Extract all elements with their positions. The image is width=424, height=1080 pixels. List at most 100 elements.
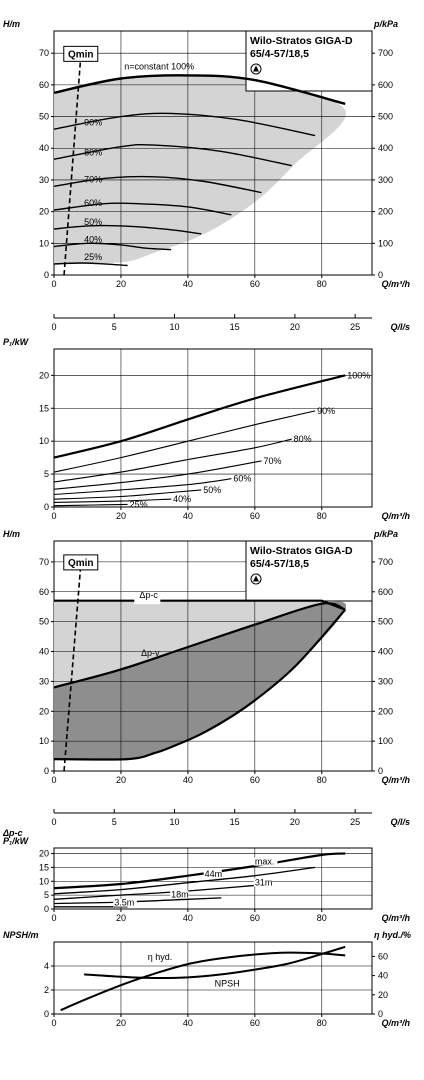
hq-speed-y2-axis-label: p/kPa <box>373 19 398 29</box>
power-speed-curve-3 <box>53 460 262 490</box>
power-control-curve-label-bg <box>113 898 137 907</box>
hq-control-y-axis-label: H/m <box>3 529 20 539</box>
npsh-eff-y-tick-label: 0 <box>44 1009 49 1019</box>
hq-speed-y-tick-label: 30 <box>39 175 49 185</box>
hq-speed-operating-envelope <box>54 75 346 264</box>
power-speed-y-axis-label: P₁/kW <box>3 337 30 347</box>
power-speed-y-tick-label: 15 <box>39 403 49 413</box>
power-speed-curve-label: 50% <box>203 485 221 495</box>
npsh-eff-y2-tick-label: 40 <box>378 971 388 981</box>
power-control-y-tick-label: 15 <box>39 862 49 872</box>
hq-speed-y-tick-label: 10 <box>39 238 49 248</box>
hq-speed-curve-label: 90% <box>84 117 102 127</box>
power-speed-x-tick-label: 80 <box>317 511 327 521</box>
ls-axis-2-tick-label: 10 <box>169 817 179 827</box>
hq-control-title: Wilo-Stratos GIGA-D <box>250 545 353 557</box>
hq-speed-curve-4 <box>53 202 232 216</box>
power-control-x-tick-label: 40 <box>183 913 193 923</box>
npsh-eff-y2-tick-label: 60 <box>378 951 388 961</box>
hq-speed-x-tick-label: 20 <box>116 279 126 289</box>
power-control-x-tick-label: 60 <box>250 913 260 923</box>
hq-speed-title-box <box>245 30 373 92</box>
hq-control-dpc-label: Δp-c <box>139 590 158 600</box>
hq-speed-curve-1 <box>53 112 316 137</box>
hq-speed-curve-3 <box>53 175 262 194</box>
ls-axis-2-tick-label: 5 <box>112 817 117 827</box>
power-control-x-tick-label: 0 <box>51 913 56 923</box>
ls-axis-1-tick-label: 15 <box>230 322 240 332</box>
ls-axis-1-axis-label: Q/l/s <box>390 322 410 332</box>
power-speed-curve-label: 25% <box>130 499 148 509</box>
hq-speed-curve-6 <box>53 242 172 251</box>
hq-speed-y-tick-label: 40 <box>39 143 49 153</box>
hq-speed-curve-label: 60% <box>84 198 102 208</box>
npsh-eff-y-axis-label: NPSH/m <box>3 930 39 940</box>
hq-control-subtitle: 65/4-57/18,5 <box>250 558 309 570</box>
hq-speed-y2-tick-label: 0 <box>378 270 383 280</box>
hq-control-y2-tick-label: 500 <box>378 617 393 627</box>
hq-control-x-tick-label: 0 <box>51 775 56 785</box>
hq-speed-curve-label: 80% <box>84 148 102 158</box>
power-speed-x-axis-label: Q/m³/h <box>382 511 411 521</box>
power-control-curve-0 <box>53 852 346 890</box>
hq-control-x-tick-label: 20 <box>116 775 126 785</box>
hq-speed-curve-label: 40% <box>84 235 102 245</box>
hq-speed-curve-2 <box>53 143 292 167</box>
hq-control-y2-tick-label: 300 <box>378 676 393 686</box>
hq-speed-rotation-arrow-icon <box>253 65 259 72</box>
hq-speed-y2-tick-label: 500 <box>378 112 393 122</box>
npsh-eff-y2-tick-label: 0 <box>378 1009 383 1019</box>
power-control-y-axis-label: P₁/kW <box>3 836 30 846</box>
power-speed-plot-frame <box>53 348 373 508</box>
hq-control-y-tick-label: 20 <box>39 706 49 716</box>
power-speed-curve-2 <box>53 438 292 483</box>
hq-speed-qmin-box <box>63 45 99 62</box>
power-speed-curve-label: 90% <box>317 406 335 416</box>
hq-speed-curve-label: 50% <box>84 217 102 227</box>
hq-control-y2-tick-label: 400 <box>378 647 393 657</box>
hq-control-rotation-arrow-icon <box>253 575 259 582</box>
hq-speed-subtitle: 65/4-57/18,5 <box>250 48 309 60</box>
npsh-eff-npsh-label: NPSH <box>215 978 240 988</box>
hq-speed-chart: 0 20 40 60 800102030405060700100200300400500… <box>3 19 411 289</box>
hq-speed-curve-7 <box>53 262 128 267</box>
power-speed-chart: 0 20 40 60 80 0 5 10 15 20 P₁/kW Q/m³/h 100% 90% 80% 70… <box>3 337 411 521</box>
hq-speed-curve-label: 70% <box>84 174 102 184</box>
power-speed-curve-7 <box>53 503 128 507</box>
hq-speed-y2-tick-label: 600 <box>378 80 393 90</box>
hq-speed-title: Wilo-Stratos GIGA-D <box>250 35 353 47</box>
power-control-curve-label-bg <box>253 857 278 866</box>
npsh-eff-x-tick-label: 0 <box>51 1018 56 1028</box>
npsh-eff-x-axis-label: Q/m³/h <box>382 1018 411 1028</box>
hq-control-chart: 0 20 40 60 800102030405060700100200300400500… <box>3 529 411 785</box>
ls-axis-2-axis-label: Q/l/s <box>390 817 410 827</box>
power-control-curve-label: 31m <box>255 877 273 887</box>
ls-axis-2-tick-label: 25 <box>350 817 360 827</box>
power-speed-y-tick-label: 5 <box>44 469 49 479</box>
power-speed-y-tick-label: 10 <box>39 436 49 446</box>
power-control-curve-2 <box>53 883 272 900</box>
npsh-eff-curve-1 <box>84 945 346 980</box>
ls-axis-2-tick-label: 15 <box>230 817 240 827</box>
hq-control-y-tick-label: 30 <box>39 676 49 686</box>
power-control-curve-label-bg <box>203 870 222 879</box>
hq-control-y2-tick-label: 700 <box>378 557 393 567</box>
npsh-eff-y2-tick-label: 20 <box>378 990 388 1000</box>
hq-speed-curve-label: 25% <box>84 252 102 262</box>
hq-speed-y-tick-label: 0 <box>44 270 49 280</box>
power-control-y-tick-label: 5 <box>44 890 49 900</box>
ls-axis-1-tick-label: 20 <box>290 322 300 332</box>
ls-axis-1-tick-label: 25 <box>350 322 360 332</box>
hq-speed-y-axis-label: H/m <box>3 19 20 29</box>
hq-speed-curve-0 <box>53 74 346 106</box>
power-speed-curve-4 <box>53 478 232 496</box>
npsh-eff-y2-axis-label: η hyd./% <box>374 930 411 940</box>
hq-control-x-tick-label: 80 <box>317 775 327 785</box>
power-control-y-tick-label: 20 <box>39 849 49 859</box>
ls-axis-2-tick-label: 0 <box>51 817 56 827</box>
hq-control-dpv-label: Δp-v <box>141 648 160 658</box>
hq-control-curve-1 <box>53 602 346 689</box>
power-speed-curve-label: 100% <box>347 370 370 380</box>
power-speed-x-tick-label: 0 <box>51 511 56 521</box>
